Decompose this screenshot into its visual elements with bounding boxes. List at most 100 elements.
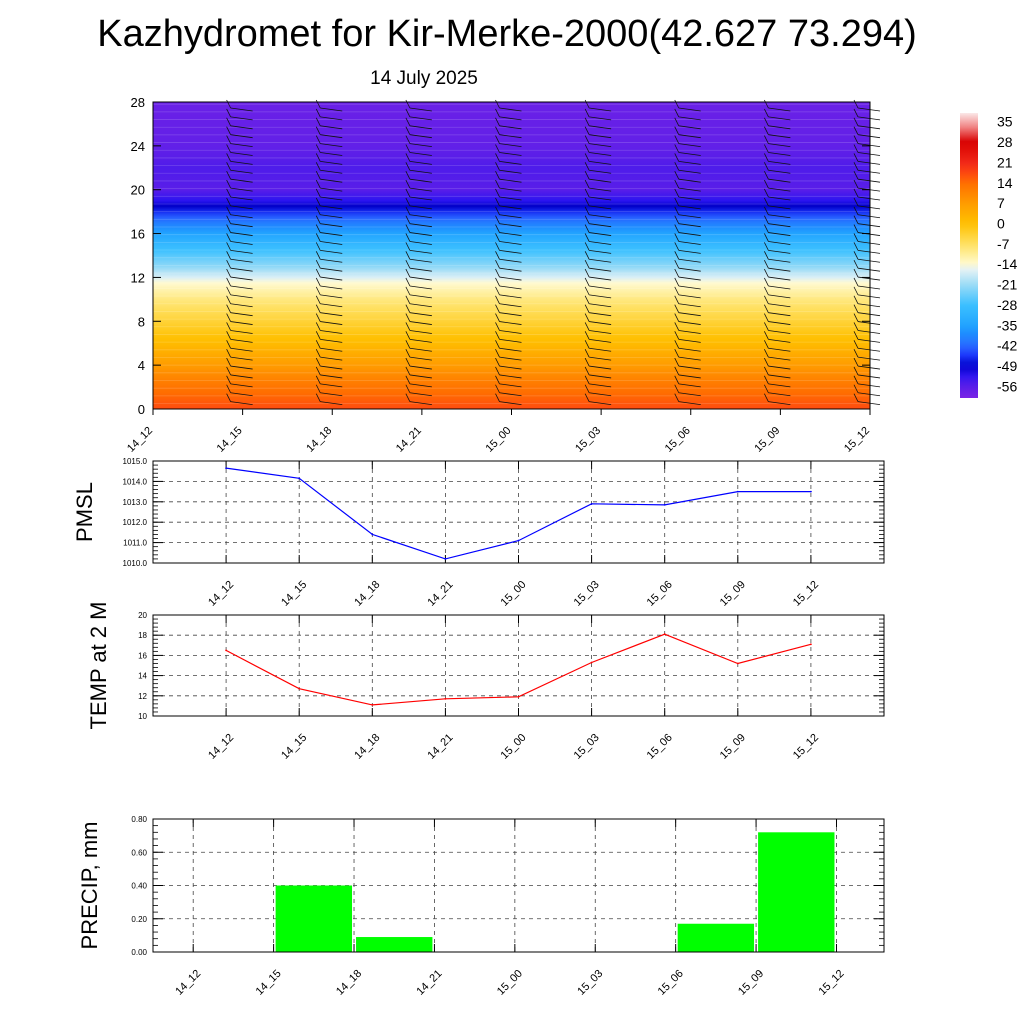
wind-barb (226, 366, 253, 379)
wind-barb (226, 331, 253, 343)
wind-barb (584, 224, 612, 236)
wind-barb (226, 126, 253, 139)
wind-barb (853, 357, 881, 370)
wind-barb (495, 295, 522, 308)
plot-border (152, 818, 885, 953)
wind-barb (584, 384, 612, 397)
wind-barb (853, 206, 881, 219)
y-tick-label: 20 (131, 183, 145, 198)
wind-barb (674, 384, 701, 397)
wind-barb (674, 348, 701, 361)
x-tick-label: 14_15 (254, 968, 284, 998)
wind-barb (315, 206, 343, 219)
wind-barb (674, 117, 701, 130)
wind-barb (405, 162, 432, 174)
wind-barb (405, 135, 432, 147)
x-tick-label: 15_03 (572, 732, 602, 762)
wind-barb (584, 108, 612, 121)
x-tick-label: 14_18 (352, 579, 382, 609)
wind-barb (674, 162, 701, 174)
wind-barb (226, 224, 253, 236)
wind-barb (584, 242, 612, 254)
y-tick-label: 1015.0 (123, 457, 148, 466)
x-tick-label: 15_00 (499, 732, 529, 762)
wind-barb (853, 162, 881, 174)
wind-barb (226, 179, 253, 192)
wind-barb (226, 108, 253, 121)
wind-barb (764, 322, 791, 334)
y-axis-label: PMSL (72, 482, 97, 542)
wind-barb (674, 357, 701, 370)
wind-barb (853, 313, 881, 325)
y-tick-label: 20 (138, 611, 147, 620)
wind-barb (853, 366, 881, 379)
wind-barb (315, 357, 343, 370)
data-point (298, 477, 301, 480)
x-tick-label: 15_12 (791, 732, 821, 762)
wind-barb (584, 348, 612, 361)
wind-barb (495, 188, 522, 201)
wind-barb (764, 393, 791, 406)
wind-barb (226, 162, 253, 174)
wind-barb (405, 375, 432, 388)
wind-barb (764, 286, 791, 299)
x-tick-label: 14_18 (334, 968, 364, 998)
y-tick-label: 0.40 (131, 882, 147, 891)
wind-barb (405, 117, 432, 130)
colorbar-label: -56 (997, 378, 1017, 394)
wind-barb (764, 259, 791, 272)
wind-barb (853, 393, 881, 406)
colorbar-label: -7 (997, 236, 1010, 252)
wind-barb (764, 375, 791, 388)
wind-barb (584, 357, 612, 370)
wind-barb (405, 251, 432, 263)
wind-barb (584, 322, 612, 334)
wind-barb (674, 268, 701, 281)
x-tick-label: 15_00 (499, 579, 529, 609)
wind-barb (405, 393, 432, 406)
wind-barb (674, 375, 701, 388)
wind-barb (853, 117, 881, 130)
wind-barb (226, 197, 253, 210)
wind-barb (226, 357, 253, 370)
wind-barb (853, 322, 881, 334)
wind-barb (405, 108, 432, 121)
wind-barb (584, 259, 612, 272)
x-tick-label: 14_21 (414, 968, 444, 998)
wind-barb (405, 304, 432, 317)
x-tick-label: 14_18 (352, 732, 382, 762)
wind-barb (764, 188, 791, 201)
wind-barb (226, 393, 253, 406)
wind-barb (674, 215, 701, 228)
data-point (371, 703, 374, 706)
wind-barb (584, 215, 612, 228)
wind-barb (584, 331, 612, 343)
data-point (444, 697, 447, 700)
x-tick-label: 14_21 (425, 579, 455, 609)
wind-barb (405, 340, 432, 352)
wind-barb (495, 117, 522, 130)
data-point (225, 649, 228, 652)
wind-barb (495, 268, 522, 281)
wind-barb (853, 126, 881, 139)
wind-barb (405, 188, 432, 201)
y-tick-label: 0.00 (131, 948, 147, 957)
data-point (810, 490, 812, 493)
wind-barb (584, 153, 612, 165)
wind-barb (315, 126, 343, 139)
wind-barb (405, 215, 432, 228)
data-point (590, 502, 593, 505)
y-tick-label: 0.60 (131, 848, 147, 857)
y-tick-label: 18 (138, 631, 147, 640)
wind-barb (853, 242, 881, 254)
wind-barb (584, 277, 612, 290)
x-tick-label: 14_21 (425, 732, 455, 762)
wind-barb (674, 171, 701, 183)
y-tick-label: 1014.0 (123, 477, 148, 486)
wind-barb (405, 144, 432, 156)
wind-barb (764, 126, 791, 139)
wind-barb (226, 304, 253, 317)
x-tick-label: 15_12 (842, 425, 872, 455)
wind-barb (764, 197, 791, 210)
wind-barb (315, 224, 343, 236)
